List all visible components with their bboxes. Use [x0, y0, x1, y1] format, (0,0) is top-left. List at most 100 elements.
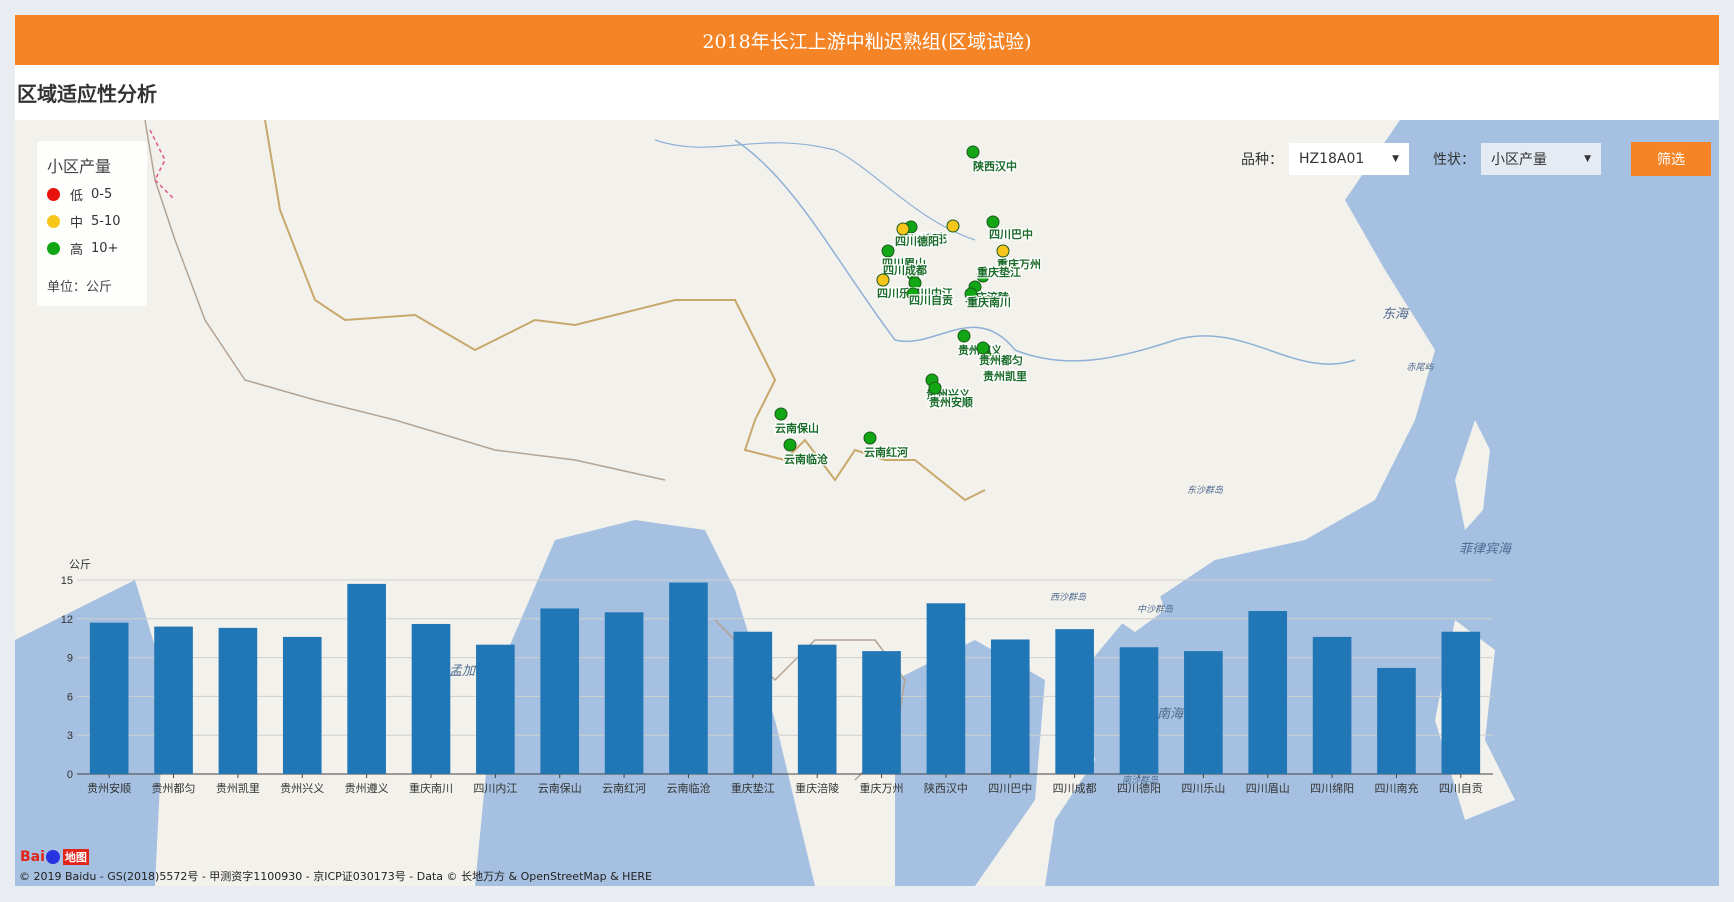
- baidu-logo-map-word: 地图: [62, 849, 89, 865]
- site-marker: [996, 244, 1010, 258]
- legend-level-low: 低: [70, 189, 84, 204]
- legend-item-mid: 中 5-10: [47, 212, 121, 231]
- x-tick-label: 云南红河: [602, 782, 646, 795]
- y-tick-label: 12: [61, 614, 73, 626]
- x-tick-label: 重庆涪陵: [795, 781, 839, 795]
- site-label: 四川南充: [903, 231, 947, 245]
- x-tick-label: 四川成都: [1053, 782, 1097, 795]
- x-tick-label: 重庆南川: [409, 781, 453, 795]
- site-label: 云南红河: [864, 445, 908, 459]
- bar: [862, 651, 901, 774]
- legend-item-low: 低 0-5: [47, 185, 112, 204]
- x-tick-label: 贵州凯里: [216, 782, 260, 795]
- page-header: 2018年长江上游中籼迟熟组(区域试验): [15, 15, 1719, 65]
- site-label: 陕西汉中: [973, 159, 1017, 173]
- legend-range-high: 10+: [91, 241, 119, 256]
- bar: [604, 612, 644, 774]
- site-marker: [966, 145, 980, 159]
- filter-button[interactable]: 筛选: [1631, 142, 1711, 176]
- site-marker: [976, 341, 990, 355]
- sea-label: 东海: [1382, 306, 1410, 321]
- bar: [1119, 647, 1159, 774]
- x-tick-label: 四川眉山: [1246, 782, 1290, 795]
- sea-label: 中沙群岛: [1137, 604, 1174, 614]
- variety-select[interactable]: HZ18A01 ▼: [1289, 143, 1409, 175]
- bar: [669, 582, 708, 774]
- y-tick-label: 6: [67, 691, 73, 703]
- map-panel[interactable]: 小区产量 低 0-5 中 5-10 高 10+ 单位：公斤 品种： HZ18A0…: [15, 120, 1719, 886]
- baidu-logo-text: Bai: [20, 849, 45, 865]
- x-tick-label: 陕西汉中: [924, 781, 968, 795]
- x-tick-label: 贵州安顺: [87, 781, 131, 795]
- sea-label: 南沙群岛: [1122, 775, 1159, 785]
- site-marker: [881, 244, 895, 258]
- x-tick-label: 四川内江: [473, 781, 517, 795]
- trait-value: 小区产量: [1491, 152, 1547, 168]
- x-tick-label: 贵州都匀: [152, 782, 196, 795]
- site-label: 四川眉山: [882, 256, 926, 270]
- legend: 小区产量 低 0-5 中 5-10 高 10+ 单位：公斤: [37, 141, 147, 306]
- baidu-logo: Bai 地图: [20, 848, 90, 866]
- site-label: 贵州凯里: [983, 369, 1027, 383]
- bar: [1184, 651, 1223, 774]
- site-marker: [863, 431, 877, 445]
- site-label: 四川巴中: [989, 227, 1033, 241]
- sea-label: 菲律宾海: [1459, 541, 1513, 556]
- x-tick-label: 四川乐山: [1181, 782, 1225, 795]
- bar: [1377, 667, 1416, 774]
- site-label: 四川自贡: [909, 293, 953, 307]
- x-tick-label: 四川绵阳: [1310, 781, 1354, 795]
- site-label: 四川绵阳: [899, 232, 943, 246]
- bar: [154, 626, 193, 774]
- bar: [1312, 636, 1352, 774]
- x-tick-label: 四川巴中: [988, 782, 1032, 795]
- site-marker: [957, 329, 971, 343]
- sea-label: 西沙群岛: [1050, 592, 1087, 602]
- site-marker: [946, 219, 960, 233]
- bar: [990, 639, 1030, 774]
- site-marker: [896, 222, 910, 236]
- bar: [411, 623, 451, 774]
- bar: [282, 636, 322, 774]
- site-marker: [986, 215, 1000, 229]
- bar: [540, 608, 580, 774]
- y-tick-label: 9: [67, 653, 73, 665]
- legend-unit: 单位：公斤: [47, 280, 113, 295]
- site-marker: [876, 273, 890, 287]
- x-tick-label: 云南保山: [538, 781, 582, 795]
- x-tick-label: 云南临沧: [666, 781, 710, 795]
- bar: [476, 644, 515, 774]
- x-tick-label: 重庆万州: [860, 781, 904, 795]
- x-tick-label: 四川德阳: [1117, 781, 1161, 795]
- overlay-layer: 东海菲律宾海南海孟加拉湾赤尾屿东沙群岛西沙群岛中沙群岛南沙群岛陕西汉中四川巴中四…: [61, 145, 1513, 795]
- legend-dot-mid: [47, 215, 60, 228]
- y-tick-label: 3: [67, 730, 73, 742]
- y-axis-title: 公斤: [69, 558, 91, 571]
- legend-title: 小区产量: [47, 157, 112, 176]
- site-label: 重庆万州: [997, 257, 1041, 271]
- bar: [797, 644, 837, 774]
- trait-select[interactable]: 小区产量 ▼: [1481, 143, 1601, 175]
- site-marker: [906, 287, 920, 301]
- bar: [1055, 629, 1094, 774]
- filter-bar: 品种： HZ18A01 ▼ 性状： 小区产量 ▼ 筛选: [1241, 142, 1711, 176]
- site-marker: [783, 438, 797, 452]
- x-tick-label: 重庆垫江: [731, 781, 775, 795]
- y-tick-label: 15: [61, 575, 73, 587]
- site-label: 云南保山: [775, 421, 819, 435]
- page-title: 2018年长江上游中籼迟熟组(区域试验): [702, 30, 1032, 53]
- variety-value: HZ18A01: [1299, 151, 1365, 167]
- sea-label: 南海: [1157, 706, 1185, 721]
- x-tick-label: 贵州兴义: [280, 782, 324, 795]
- site-marker: [928, 381, 942, 395]
- baidu-paw-icon: [45, 850, 60, 864]
- bar: [89, 622, 129, 774]
- legend-range-low: 0-5: [91, 187, 113, 202]
- bar: [1441, 631, 1481, 774]
- site-label: 四川德阳: [895, 234, 939, 248]
- legend-range-mid: 5-10: [91, 214, 121, 229]
- sea-label: 赤尾屿: [1406, 362, 1435, 372]
- map-credit: © 2019 Baidu - GS(2018)5572号 - 甲测资字11009…: [19, 870, 652, 883]
- legend-level-mid: 中: [70, 216, 84, 231]
- site-label: 贵州都匀: [979, 353, 1023, 367]
